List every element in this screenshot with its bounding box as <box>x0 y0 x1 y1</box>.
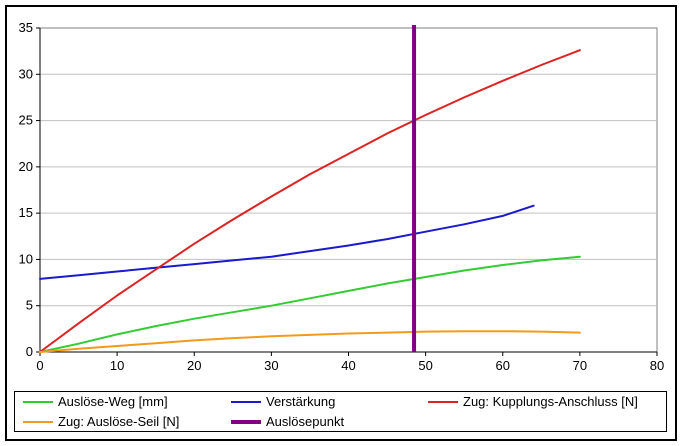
legend-line-swatch <box>428 400 458 403</box>
x-tick-label: 40 <box>341 358 355 373</box>
y-tick-label: 20 <box>19 159 33 174</box>
chart-legend: Auslöse-Weg [mm] Verstärkung Zug: Kupplung… <box>14 391 667 432</box>
legend-item: Auslöse-Weg [mm] <box>23 392 231 412</box>
y-tick-label: 35 <box>19 20 33 35</box>
legend-item: Verstärkung <box>231 392 428 412</box>
legend-line-swatch <box>231 419 261 424</box>
series-ausloese-weg <box>39 255 581 353</box>
y-tick-label: 5 <box>26 298 33 313</box>
series-zug-ausloese-seil <box>39 330 581 353</box>
legend-label: Zug: Kupplungs-Anschluss [N] <box>463 394 638 409</box>
legend-label: Zug: Auslöse-Seil [N] <box>58 414 180 429</box>
x-tick-label: 0 <box>36 358 43 373</box>
legend-label: Auslöse-Weg [mm] <box>58 394 168 409</box>
y-tick-label: 25 <box>19 113 33 128</box>
x-tick-label: 70 <box>573 358 587 373</box>
legend-item: Auslösepunkt <box>231 412 428 432</box>
x-tick-label: 30 <box>264 358 278 373</box>
legend-line-swatch <box>231 400 261 403</box>
x-tick-label: 20 <box>187 358 201 373</box>
plot-area-border <box>39 27 658 353</box>
x-tick-label: 10 <box>110 358 124 373</box>
series-verstaerkung <box>39 204 535 280</box>
legend-line-swatch <box>23 400 53 403</box>
y-tick-label: 0 <box>26 344 33 359</box>
legend-line-swatch <box>23 420 53 423</box>
y-tick-label: 15 <box>19 205 33 220</box>
y-tick-label: 10 <box>19 251 33 266</box>
legend-label: Auslösepunkt <box>266 414 345 429</box>
legend-item: Zug: Auslöse-Seil [N] <box>23 412 231 432</box>
legend-item: Zug: Kupplungs-Anschluss [N] <box>428 392 666 412</box>
series-zug-kupplungs-anschluss <box>39 49 581 353</box>
x-tick-label: 50 <box>418 358 432 373</box>
x-tick-label: 80 <box>650 358 664 373</box>
x-tick-label: 60 <box>496 358 510 373</box>
y-tick-label: 30 <box>19 66 33 81</box>
legend-label: Verstärkung <box>266 394 336 409</box>
